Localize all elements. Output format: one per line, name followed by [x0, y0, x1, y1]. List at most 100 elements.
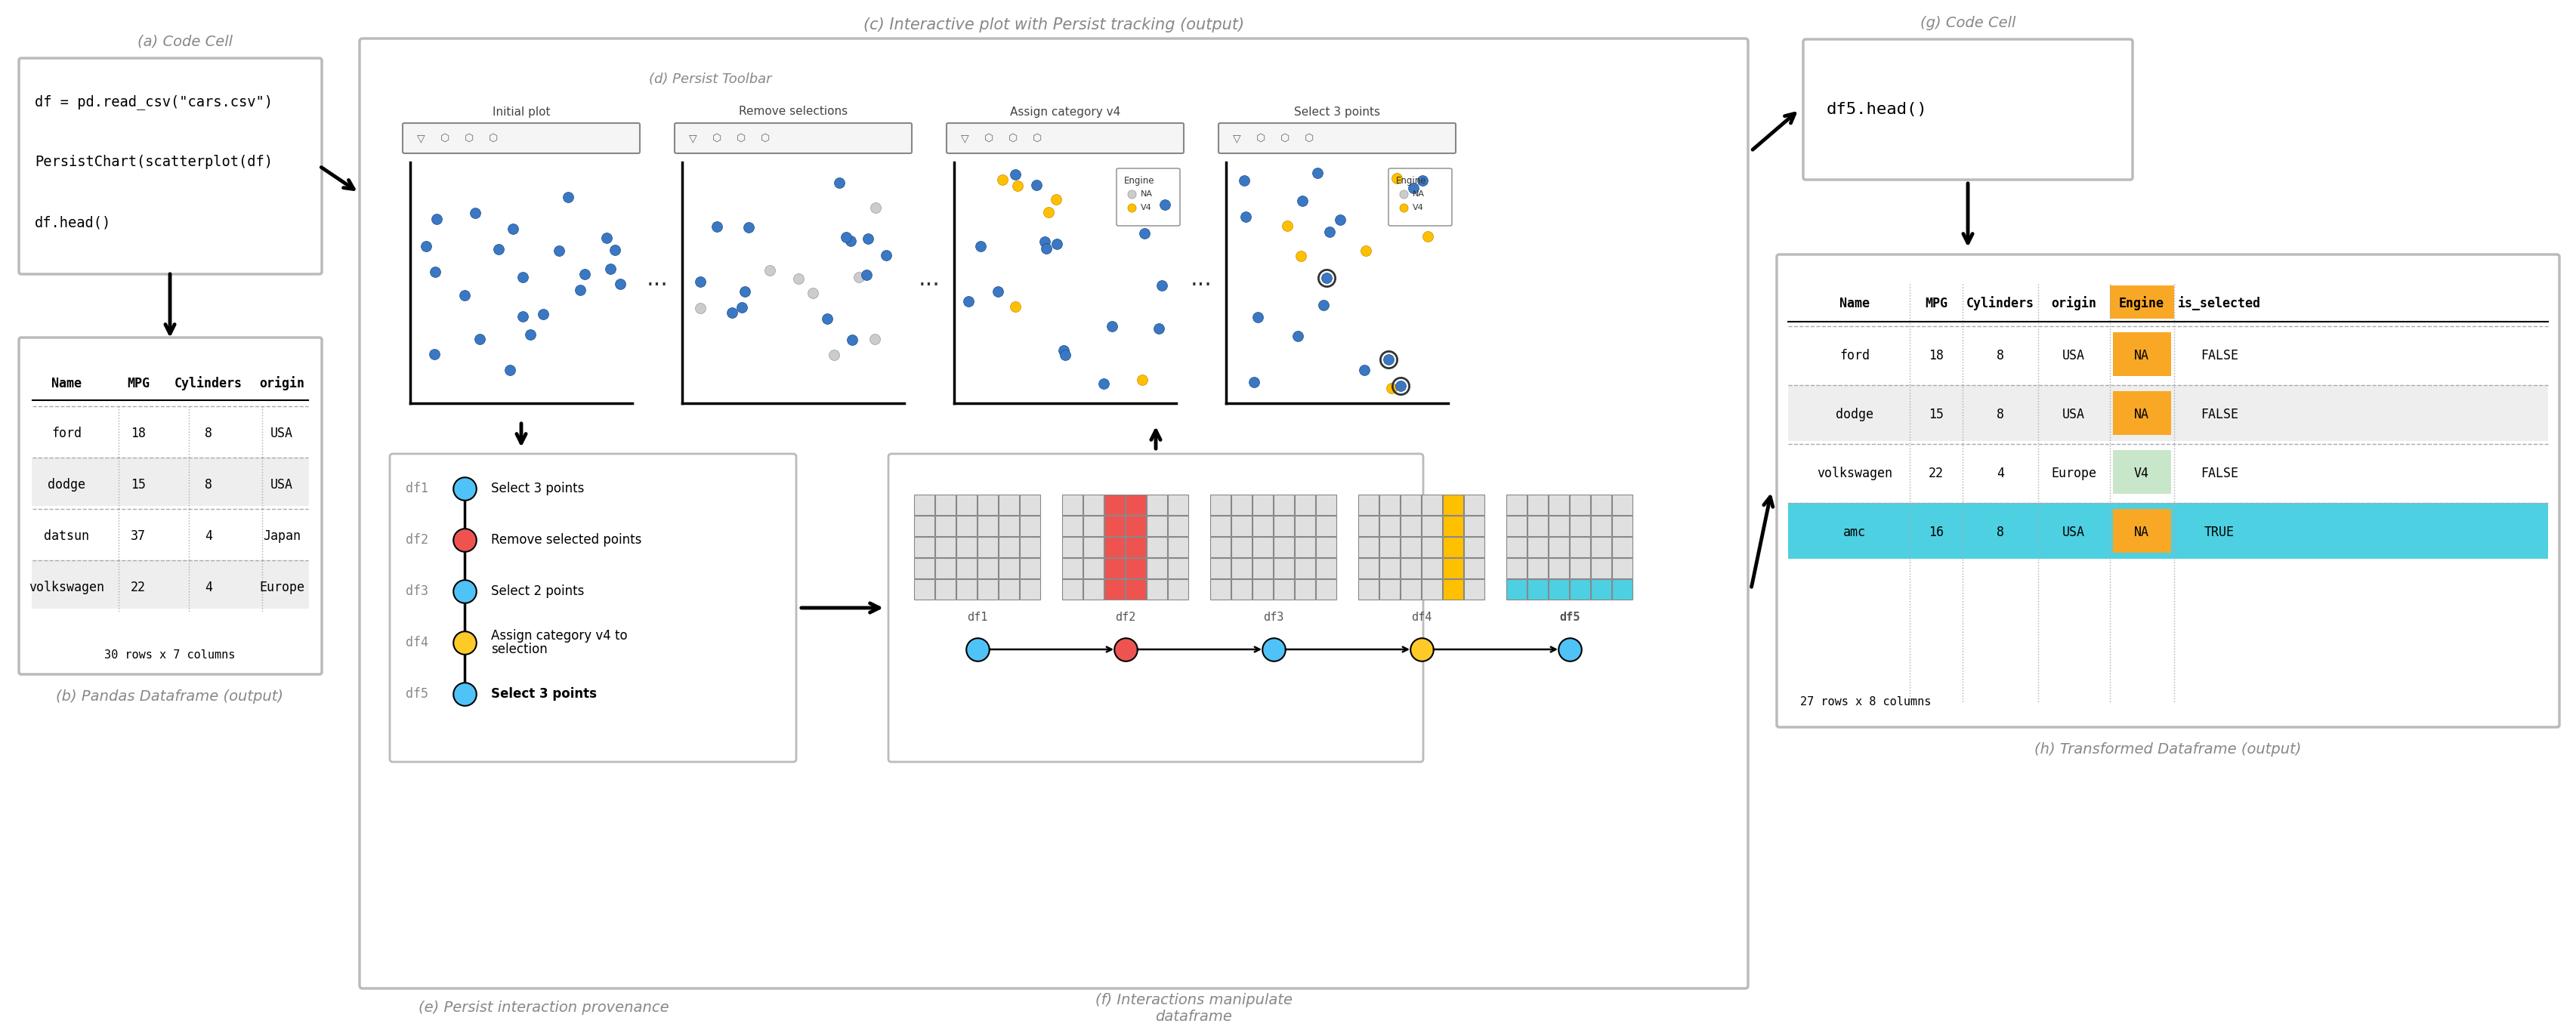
Bar: [1020, 516, 1041, 536]
Bar: [1211, 494, 1231, 515]
Bar: [976, 558, 997, 578]
Bar: [1061, 516, 1082, 536]
FancyBboxPatch shape: [1115, 169, 1180, 226]
Text: NA: NA: [2133, 408, 2148, 422]
Bar: [1146, 537, 1167, 557]
Text: 8: 8: [1996, 408, 2004, 422]
Bar: [1146, 558, 1167, 578]
Bar: [1252, 494, 1273, 515]
FancyBboxPatch shape: [1218, 123, 1455, 153]
Bar: [1316, 558, 1337, 578]
Text: ⬡: ⬡: [1303, 133, 1314, 143]
Text: 15: 15: [1929, 408, 1945, 422]
Text: (g) Code Cell: (g) Code Cell: [1919, 16, 2014, 30]
Text: datsun: datsun: [44, 529, 90, 543]
Bar: [1592, 494, 1613, 515]
Bar: [1443, 558, 1463, 578]
Bar: [1443, 537, 1463, 557]
Text: Name: Name: [1839, 296, 1870, 311]
Bar: [1211, 579, 1231, 600]
Bar: [1358, 579, 1378, 600]
Bar: [1296, 558, 1316, 578]
Text: df4: df4: [1412, 611, 1432, 623]
Text: TRUE: TRUE: [2205, 525, 2233, 539]
Bar: [1528, 537, 1548, 557]
Text: 8: 8: [204, 427, 211, 440]
Bar: [1061, 558, 1082, 578]
Bar: [1020, 537, 1041, 557]
Text: df5: df5: [404, 687, 428, 700]
Text: Initial plot: Initial plot: [492, 106, 551, 117]
Text: Select 2 points: Select 2 points: [492, 584, 585, 598]
Bar: [2112, 450, 2172, 494]
Text: Cylinders: Cylinders: [1965, 296, 2035, 311]
Bar: [2112, 333, 2172, 376]
Bar: [1105, 558, 1126, 578]
Bar: [1613, 516, 1633, 536]
Bar: [1422, 494, 1443, 515]
Text: df4: df4: [404, 636, 428, 650]
Text: ⬡: ⬡: [440, 133, 451, 143]
Bar: [1105, 579, 1126, 600]
Bar: [1105, 494, 1126, 515]
Text: ford: ford: [52, 427, 82, 440]
Text: ▽: ▽: [417, 133, 425, 143]
Bar: [1358, 537, 1378, 557]
Text: Japan: Japan: [263, 529, 301, 543]
Bar: [1422, 537, 1443, 557]
Text: ⬡: ⬡: [737, 133, 744, 143]
Bar: [1126, 579, 1146, 600]
Bar: [31, 560, 309, 608]
Bar: [935, 516, 956, 536]
Bar: [1231, 579, 1252, 600]
Text: 8: 8: [1996, 349, 2004, 363]
Text: USA: USA: [270, 427, 294, 440]
Bar: [976, 516, 997, 536]
Bar: [1316, 579, 1337, 600]
Text: Remove selected points: Remove selected points: [492, 534, 641, 547]
Bar: [976, 537, 997, 557]
Text: V4: V4: [1141, 204, 1151, 211]
Bar: [1401, 579, 1422, 600]
Bar: [914, 558, 935, 578]
Text: dodge: dodge: [46, 478, 85, 491]
Bar: [1020, 494, 1041, 515]
FancyBboxPatch shape: [945, 123, 1185, 153]
Text: NA: NA: [2133, 349, 2148, 363]
Bar: [1211, 516, 1231, 536]
Text: (h) Transformed Dataframe (output): (h) Transformed Dataframe (output): [2035, 742, 2300, 756]
Text: df5: df5: [1558, 611, 1579, 623]
Bar: [999, 558, 1020, 578]
Bar: [1167, 494, 1188, 515]
Text: ▽: ▽: [1234, 133, 1242, 143]
Text: (f) Interactions manipulate
dataframe: (f) Interactions manipulate dataframe: [1095, 992, 1293, 1024]
Bar: [1443, 579, 1463, 600]
Text: ⬡: ⬡: [1280, 133, 1291, 143]
Bar: [1401, 537, 1422, 557]
Bar: [1613, 494, 1633, 515]
Bar: [1788, 502, 2548, 558]
Text: NA: NA: [2133, 525, 2148, 539]
Bar: [1463, 494, 1484, 515]
Text: Engine: Engine: [1123, 175, 1154, 185]
Text: MPG: MPG: [126, 377, 149, 391]
Text: USA: USA: [270, 478, 294, 491]
Text: ⬡: ⬡: [1007, 133, 1018, 143]
Bar: [1126, 494, 1146, 515]
Bar: [1252, 537, 1273, 557]
Bar: [1358, 516, 1378, 536]
Bar: [1231, 558, 1252, 578]
Bar: [1463, 537, 1484, 557]
Text: ⬡: ⬡: [714, 133, 721, 143]
Bar: [999, 537, 1020, 557]
Bar: [935, 558, 956, 578]
Bar: [956, 516, 976, 536]
Text: volkswagen: volkswagen: [28, 580, 103, 595]
Bar: [1084, 516, 1103, 536]
Text: df2: df2: [1115, 611, 1136, 623]
Text: Remove selections: Remove selections: [739, 106, 848, 117]
Text: df1: df1: [404, 482, 428, 495]
Bar: [1569, 494, 1589, 515]
Text: origin: origin: [2050, 296, 2097, 311]
Bar: [1126, 537, 1146, 557]
